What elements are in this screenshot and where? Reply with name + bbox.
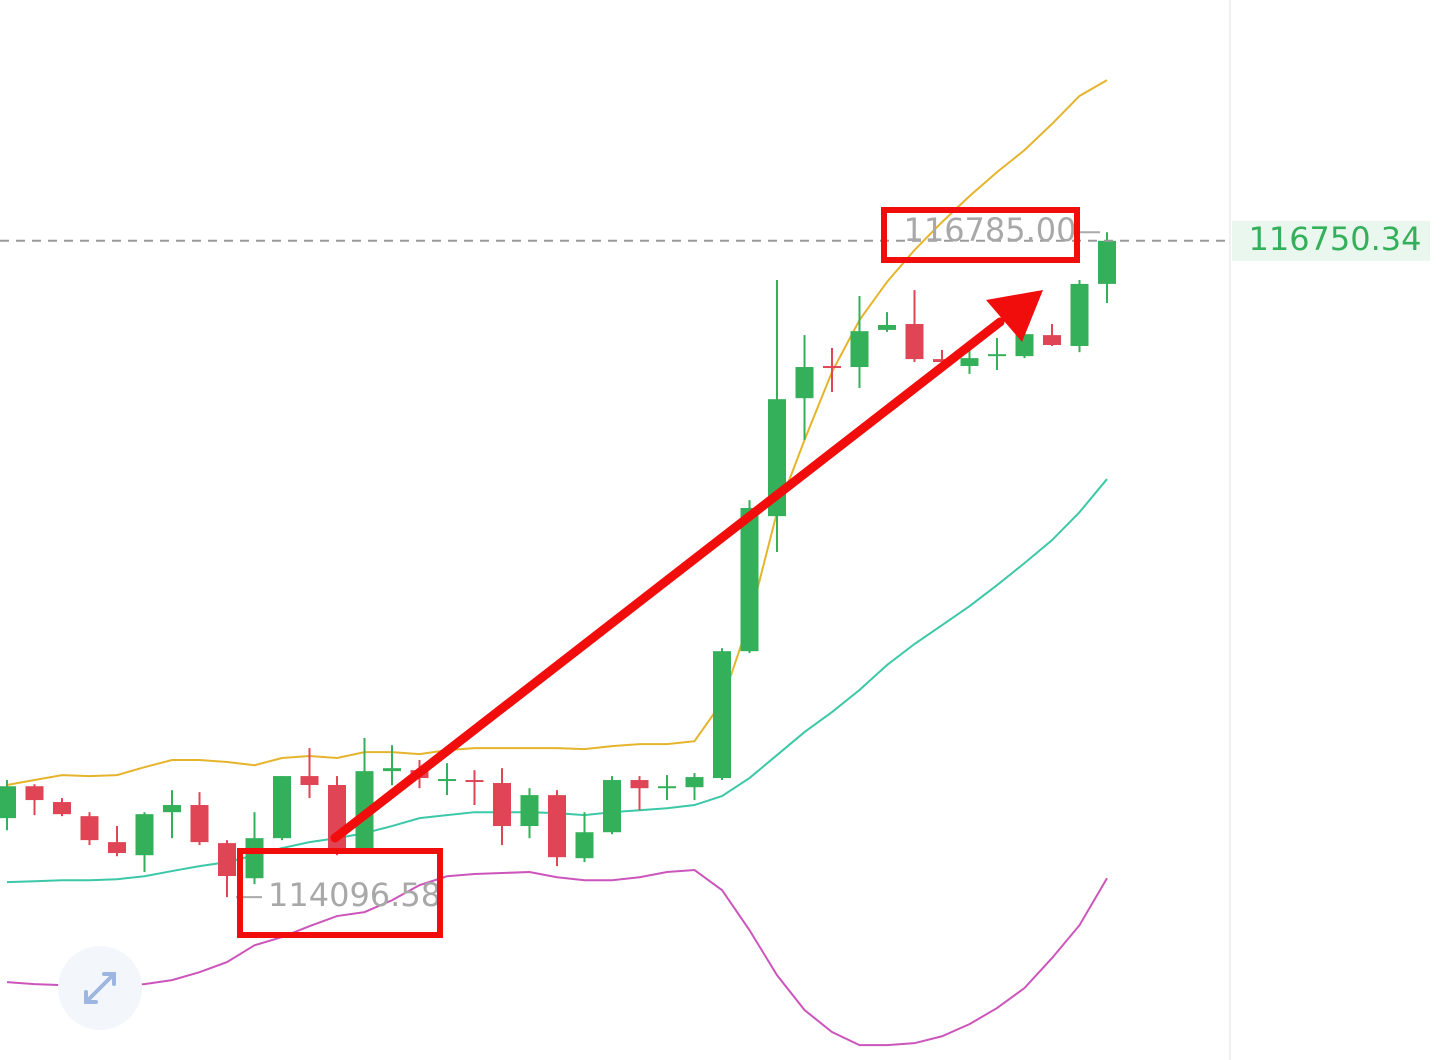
candle-body bbox=[795, 367, 814, 399]
overlay: 116785.00 114096.58 bbox=[0, 211, 1230, 914]
candle-body bbox=[575, 832, 594, 859]
candle-body bbox=[740, 507, 759, 652]
candle-body bbox=[988, 354, 1006, 357]
annotation-shapes bbox=[237, 207, 1080, 938]
candle-body bbox=[548, 795, 566, 858]
y-axis: 116750.34 bbox=[1232, 220, 1430, 261]
candle-body bbox=[685, 777, 704, 788]
candle-body bbox=[933, 359, 951, 363]
candle-body bbox=[0, 786, 16, 819]
candle-body bbox=[80, 816, 99, 841]
candle-body bbox=[438, 779, 456, 782]
candle-body bbox=[905, 323, 924, 360]
candle-body bbox=[603, 780, 621, 833]
band-line bbox=[6, 869, 1108, 1047]
candle-body bbox=[135, 814, 154, 856]
candle-body bbox=[1098, 240, 1116, 284]
candles bbox=[0, 232, 1116, 898]
candle-body bbox=[53, 802, 71, 815]
last-price-bg bbox=[1232, 220, 1430, 261]
band-line bbox=[6, 79, 1108, 786]
last-price-label: 116750.34 bbox=[1248, 220, 1421, 258]
candle-body bbox=[878, 324, 896, 330]
candle-body bbox=[163, 805, 181, 813]
candle-body bbox=[383, 768, 401, 772]
annotation-label: 116785.00 bbox=[903, 211, 1076, 249]
candle-body bbox=[658, 786, 676, 789]
candle-body bbox=[218, 843, 236, 876]
candle-body bbox=[300, 776, 319, 785]
candle-body bbox=[520, 795, 539, 827]
annotation-label: 114096.58 bbox=[268, 876, 441, 914]
candle-body bbox=[823, 366, 841, 369]
candle-body bbox=[630, 780, 649, 789]
candle-body bbox=[190, 805, 209, 843]
candle-body bbox=[25, 786, 44, 801]
candle-body bbox=[493, 783, 511, 827]
candle-body bbox=[960, 358, 979, 367]
candle-body bbox=[273, 776, 291, 839]
candle-body bbox=[713, 651, 731, 779]
candle-body bbox=[1043, 335, 1061, 346]
candle-body bbox=[1070, 283, 1089, 346]
candle-body bbox=[850, 331, 869, 368]
candle-body bbox=[465, 780, 484, 783]
candle-body bbox=[245, 838, 264, 879]
expand-icon[interactable] bbox=[58, 946, 142, 1030]
candle-body bbox=[108, 842, 126, 853]
